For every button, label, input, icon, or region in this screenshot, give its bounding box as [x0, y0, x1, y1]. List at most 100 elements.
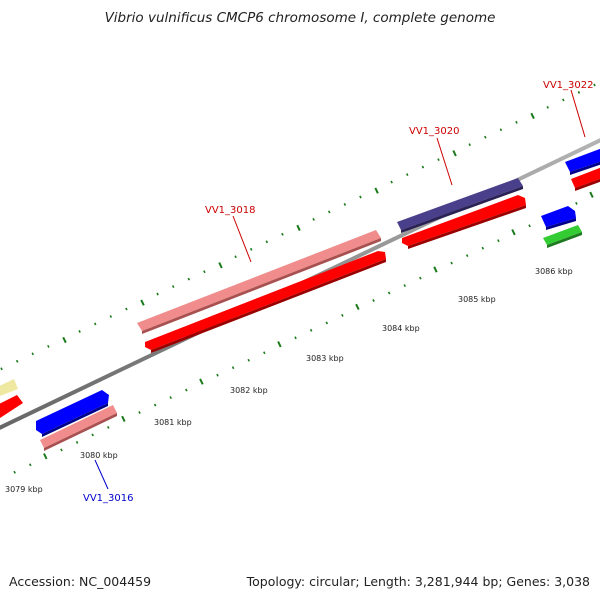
minor-tick — [421, 165, 425, 169]
minor-tick — [156, 292, 159, 296]
scale-label: 3084 kbp — [382, 324, 420, 333]
minor-tick — [169, 396, 172, 400]
minor-tick — [341, 313, 344, 317]
gene-label-vv1-3020[interactable]: VV1_3020 — [409, 126, 460, 137]
minor-tick — [325, 321, 329, 325]
minor-tick — [15, 359, 19, 363]
minor-tick — [343, 203, 347, 206]
minor-tick — [372, 299, 375, 302]
gene-yellow-cds[interactable] — [0, 379, 18, 398]
minor-tick — [247, 358, 250, 362]
minor-tick — [216, 373, 219, 377]
minor-tick — [577, 90, 581, 94]
minor-tick — [528, 224, 531, 228]
minor-tick — [562, 98, 565, 102]
minor-tick — [450, 261, 453, 265]
minor-tick — [387, 291, 391, 295]
gene-red-cds-mid[interactable] — [402, 195, 526, 246]
minor-tick — [468, 143, 471, 147]
scale-label: 3086 kbp — [535, 267, 573, 276]
minor-tick — [263, 351, 266, 355]
minor-tick — [265, 240, 269, 244]
minor-tick — [60, 448, 63, 452]
minor-tick — [109, 315, 113, 318]
gene-red-cds-long[interactable] — [145, 251, 386, 350]
gene-label-vv1-3022[interactable]: VV1_3022 — [543, 80, 594, 91]
minor-tick — [171, 285, 175, 289]
minor-tick — [484, 135, 487, 139]
gene-vv1-3016-bar[interactable] — [36, 390, 109, 434]
minor-tick — [312, 217, 315, 221]
major-tick — [589, 191, 594, 198]
minor-tick — [359, 195, 362, 199]
minor-tick — [390, 180, 393, 184]
callout-line-vv1-3020 — [436, 137, 453, 186]
scale-label: 3082 kbp — [230, 386, 268, 395]
gene-red-cds-right[interactable] — [571, 166, 600, 188]
major-tick — [374, 187, 379, 194]
minor-tick — [138, 411, 141, 414]
minor-tick — [203, 270, 206, 274]
minor-tick — [437, 158, 440, 162]
minor-tick — [481, 246, 485, 250]
outer-tick-ring — [0, 83, 596, 371]
minor-tick — [187, 277, 191, 281]
scale-label: 3080 kbp — [80, 451, 118, 460]
callout-line-vv1-3016 — [94, 459, 109, 490]
gene-label-vv1-3018[interactable]: VV1_3018 — [205, 205, 256, 216]
gene-label-vv1-3016[interactable]: VV1_3016 — [83, 493, 134, 504]
minor-tick — [75, 440, 79, 444]
minor-tick — [309, 328, 313, 332]
major-tick — [355, 303, 360, 311]
genome-summary-text: Topology: circular; Length: 3,281,944 bp… — [246, 574, 590, 589]
major-tick — [277, 341, 282, 348]
gene-vv1-3018-bar[interactable] — [137, 230, 381, 331]
map-title: Vibrio vulnificus CMCP6 chromosome I, co… — [104, 10, 496, 26]
minor-tick — [499, 128, 503, 132]
major-tick — [530, 112, 535, 120]
gene-vv1-3020-bar[interactable] — [397, 178, 523, 230]
major-tick — [62, 336, 67, 344]
minor-tick — [281, 232, 284, 236]
minor-tick — [28, 463, 32, 467]
major-tick — [296, 224, 301, 232]
minor-tick — [515, 120, 518, 124]
minor-tick — [546, 105, 549, 109]
gene-green-cds[interactable] — [543, 225, 582, 245]
major-tick — [140, 299, 145, 306]
minor-tick — [153, 403, 157, 407]
minor-tick — [575, 201, 578, 205]
minor-tick — [185, 388, 188, 392]
minor-tick — [47, 344, 50, 348]
minor-tick — [31, 352, 35, 356]
minor-tick — [234, 255, 237, 259]
minor-tick — [497, 239, 500, 243]
minor-tick — [403, 284, 407, 287]
minor-tick — [593, 83, 596, 87]
minor-tick — [91, 433, 94, 437]
minor-tick — [249, 247, 253, 251]
minor-tick — [465, 254, 469, 258]
feature-track — [0, 147, 600, 451]
minor-tick — [327, 210, 331, 214]
minor-tick — [294, 336, 297, 340]
major-tick — [511, 229, 516, 236]
minor-tick — [78, 330, 81, 333]
minor-tick — [93, 322, 97, 326]
scale-label: 3081 kbp — [154, 418, 192, 427]
major-tick — [43, 453, 48, 460]
gene-blue-cds-small[interactable] — [541, 206, 576, 227]
callout-line-vv1-3018 — [232, 215, 252, 263]
scale-label: 3079 kbp — [5, 485, 43, 494]
callout-line-vv1-3022 — [570, 89, 586, 138]
gene-red-cds-left[interactable] — [0, 395, 23, 420]
minor-tick — [125, 307, 128, 311]
inner-scale-ring: 3079 kbp 3080 kbp 3081 kbp 3082 kbp 3083 kbp… — [5, 191, 594, 494]
gene-vv1-3022-bar[interactable] — [565, 147, 600, 172]
major-tick — [218, 262, 223, 269]
gene-pink-cds-lower-left[interactable] — [40, 405, 117, 448]
scale-label: 3083 kbp — [306, 354, 344, 363]
major-tick — [433, 266, 438, 273]
major-tick — [452, 150, 457, 157]
